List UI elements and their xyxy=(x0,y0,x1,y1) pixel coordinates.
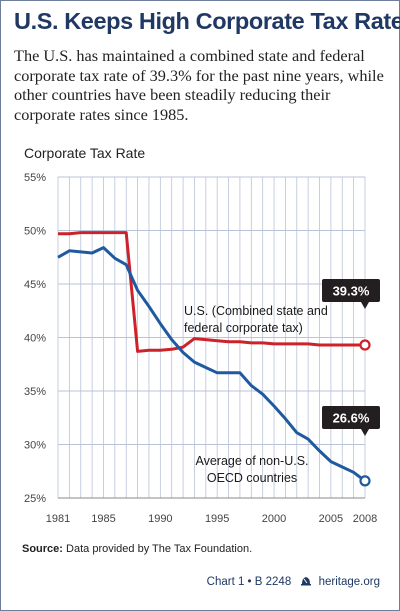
series-annotation: U.S. (Combined state and xyxy=(184,304,328,318)
y-tick-label: 55% xyxy=(24,172,46,184)
chart-footer: Chart 1 • B 2248 heritage.org xyxy=(180,576,380,588)
x-tick-label: 2005 xyxy=(319,513,343,525)
y-tick-label: 40% xyxy=(24,333,46,345)
y-axis-title: Corporate Tax Rate xyxy=(24,145,145,161)
callout-pointer xyxy=(361,429,369,436)
y-tick-label: 45% xyxy=(24,279,46,291)
x-tick-label: 2008 xyxy=(353,513,377,525)
series-annotation: OECD countries xyxy=(207,471,297,485)
y-tick-label: 25% xyxy=(24,493,46,505)
source-label: Source: xyxy=(22,543,63,555)
series-annotation: federal corporate tax) xyxy=(184,321,303,335)
site-link[interactable]: heritage.org xyxy=(318,576,380,588)
series-line-us xyxy=(58,231,365,353)
series-end-marker xyxy=(359,339,371,351)
source-text: Data provided by The Tax Foundation. xyxy=(66,543,253,555)
data-label: 39.3% xyxy=(333,284,370,299)
series-end-marker xyxy=(359,475,371,487)
y-tick-label: 30% xyxy=(24,440,46,452)
series-line-oecd xyxy=(57,246,366,483)
x-tick-label: 2000 xyxy=(262,513,286,525)
callout-box xyxy=(322,406,380,429)
liberty-bell-icon xyxy=(301,577,312,586)
chart-subtitle: The U.S. has maintained a combined state… xyxy=(14,46,384,124)
chart-title: U.S. Keeps High Corporate Tax Rates xyxy=(14,8,400,34)
y-tick-label: 35% xyxy=(24,386,46,398)
x-tick-label: 1985 xyxy=(91,513,115,525)
source-note: Source: Data provided by The Tax Foundat… xyxy=(22,543,252,555)
x-tick-label: 1995 xyxy=(205,513,229,525)
series-annotation: Average of non-U.S. xyxy=(195,454,308,468)
x-tick-label: 1990 xyxy=(148,513,172,525)
chart-id: Chart 1 • B 2248 xyxy=(206,576,292,588)
callout-box xyxy=(322,279,380,302)
callout-pointer xyxy=(361,302,369,309)
data-label: 26.6% xyxy=(333,411,370,426)
y-tick-label: 50% xyxy=(24,226,46,238)
x-tick-label: 1981 xyxy=(46,513,70,525)
